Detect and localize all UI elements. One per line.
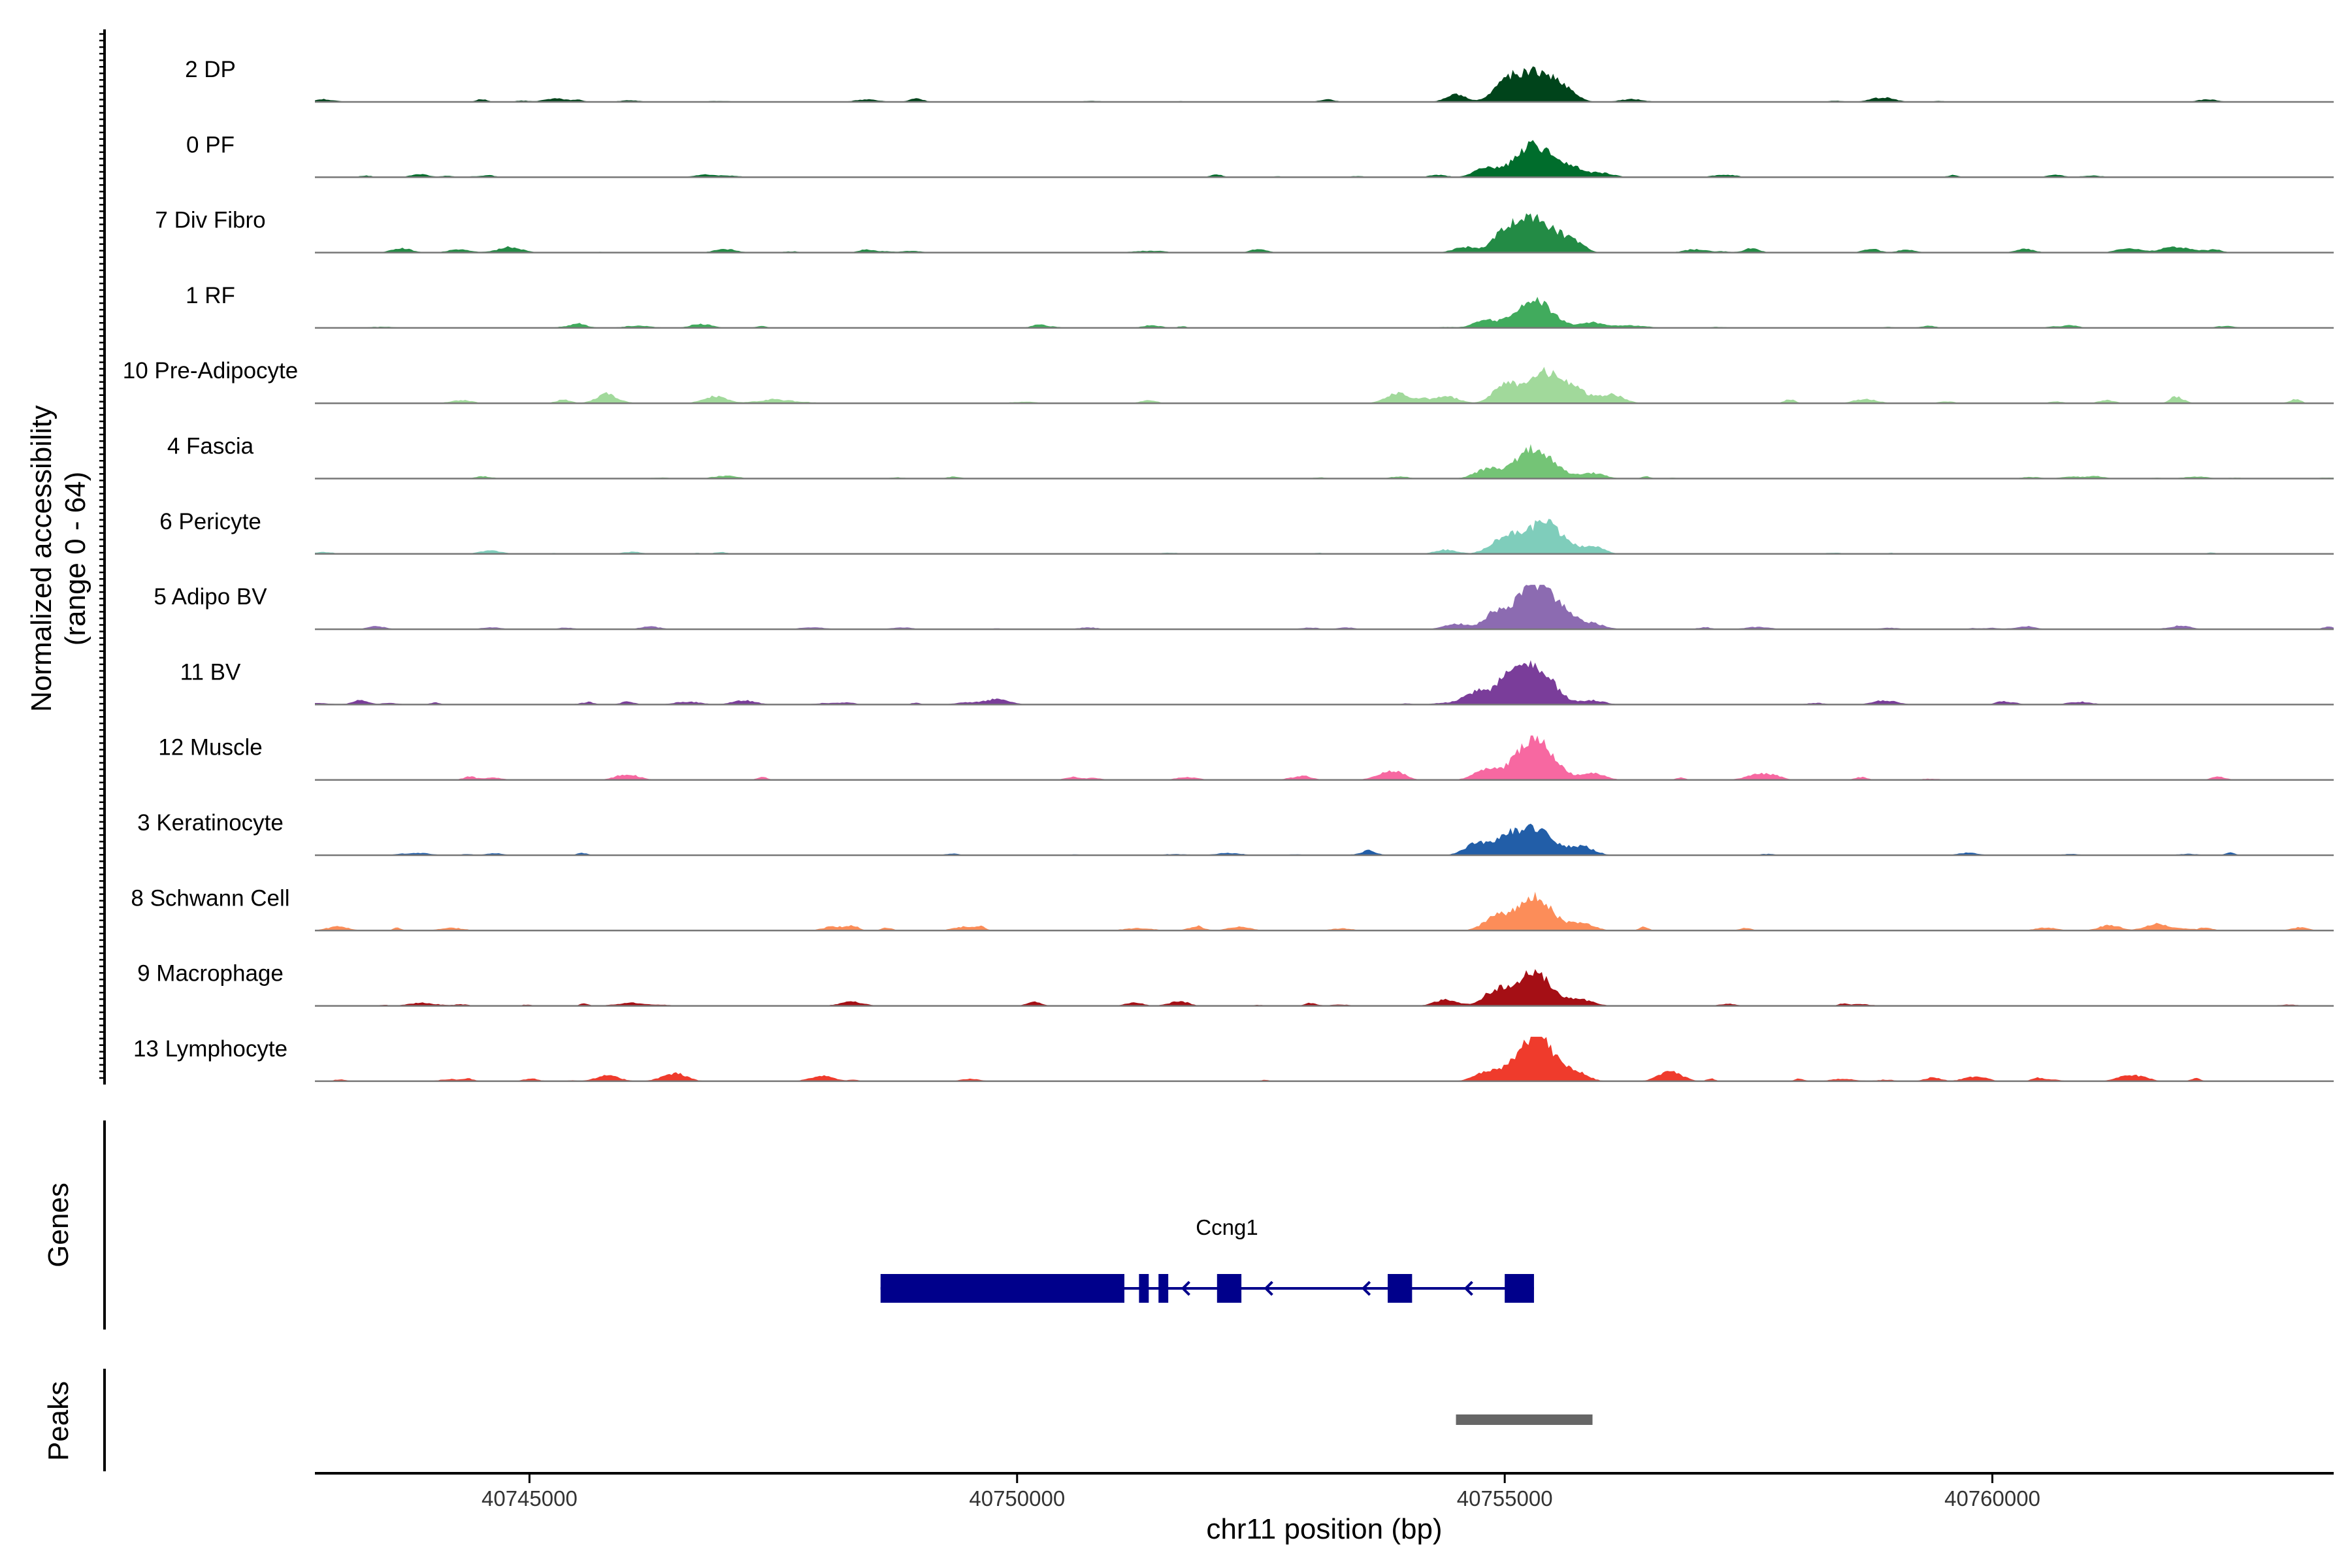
track-signal: [315, 735, 2334, 780]
track-label: 11 BV: [180, 659, 241, 685]
gene-strand-arrow: [1264, 1281, 1273, 1296]
x-tick-label: 40750000: [969, 1486, 1065, 1511]
gene-strand-arrow: [1463, 1281, 1473, 1296]
track-signal: [315, 213, 2334, 253]
track-12-muscle: 12 Muscle: [158, 735, 2334, 781]
track-label: 4 Fascia: [167, 434, 254, 459]
track-1-rf: 1 RF: [186, 283, 2334, 329]
track-label: 0 PF: [186, 132, 235, 157]
gene-strand-arrow: [1361, 1281, 1371, 1296]
track-label: 2 DP: [185, 57, 236, 82]
track-signal: [315, 66, 2334, 102]
track-3-keratinocyte: 3 Keratinocyte: [137, 810, 2334, 857]
genes-panel-label: Genes: [42, 1183, 74, 1267]
track-6-pericyte: 6 Pericyte: [159, 509, 2334, 555]
track-signal: [315, 969, 2334, 1006]
track-label: 3 Keratinocyte: [137, 810, 284, 836]
y-axis-label-line2: (range 0 - 64): [59, 472, 91, 646]
track-13-lymphocyte: 13 Lymphocyte: [133, 1036, 2334, 1083]
track-signal: [315, 140, 2334, 178]
track-7-div-fibro: 7 Div Fibro: [155, 208, 2334, 253]
track-label: 13 Lymphocyte: [133, 1036, 287, 1062]
track-label: 9 Macrophage: [137, 961, 284, 987]
track-signal: [315, 297, 2334, 328]
gene-exon: [1388, 1274, 1413, 1303]
track-label: 6 Pericyte: [159, 509, 261, 534]
track-label: 10 Pre-Adipocyte: [123, 358, 298, 384]
peaks-panel-label: Peaks: [42, 1381, 74, 1461]
track-signal: [315, 1036, 2334, 1081]
x-tick-label: 40755000: [1457, 1486, 1553, 1511]
track-10-pre-adipocyte: 10 Pre-Adipocyte: [123, 358, 2334, 404]
track-signal: [315, 660, 2334, 705]
track-5-adipo-bv: 5 Adipo BV: [154, 584, 2334, 630]
x-axis-title: chr11 position (bp): [1206, 1513, 1442, 1545]
track-label: 1 RF: [186, 283, 235, 308]
peak-region: [1456, 1414, 1593, 1425]
x-axis-ticks: 40745000 40750000 40755000 40760000: [482, 1473, 2040, 1511]
y-axis-minor-ticks: [99, 33, 105, 1079]
track-signal: [315, 519, 2334, 554]
gene-name-label: Ccng1: [1196, 1215, 1258, 1239]
track-signal: [315, 444, 2334, 479]
y-axis-accessibility: [99, 29, 106, 1085]
track-label: 12 Muscle: [158, 735, 263, 760]
track-4-fascia: 4 Fascia: [167, 434, 2334, 480]
peak-regions: [1456, 1414, 1593, 1425]
gene-exon: [880, 1274, 1124, 1303]
gene-exon: [1505, 1274, 1534, 1303]
track-label: 8 Schwann Cell: [131, 885, 289, 911]
genes-panel: Genes Ccng1: [42, 1120, 1534, 1330]
x-axis: 40745000 40750000 40755000 40760000: [315, 1472, 2334, 1511]
track-2-dp: 2 DP: [185, 57, 2334, 103]
gene-exon: [1139, 1274, 1149, 1303]
gene-exon: [1217, 1274, 1242, 1303]
track-9-macrophage: 9 Macrophage: [137, 961, 2334, 1007]
gene-exon: [1158, 1274, 1169, 1303]
accessibility-tracks: 2 DP 0 PF 7 Div Fibro 1 RF 10 Pre-Adipocyte 4…: [123, 57, 2334, 1083]
track-signal: [315, 585, 2334, 630]
peaks-panel: Peaks: [42, 1369, 1593, 1471]
gene-model: [880, 1274, 1534, 1303]
x-tick-label: 40745000: [482, 1486, 578, 1511]
track-signal: [315, 891, 2334, 931]
y-axis-label-line1: Normalized accessibility: [25, 405, 57, 711]
track-11-bv: 11 BV: [180, 659, 2334, 706]
gene-strand-arrow: [1181, 1281, 1190, 1296]
track-signal: [315, 367, 2334, 404]
track-label: 7 Div Fibro: [155, 208, 265, 233]
track-0-pf: 0 PF: [186, 132, 2334, 178]
track-label: 5 Adipo BV: [154, 584, 267, 610]
track-8-schwann-cell: 8 Schwann Cell: [131, 885, 2334, 932]
track-signal: [315, 823, 2334, 855]
x-tick-label: 40760000: [1944, 1486, 2040, 1511]
